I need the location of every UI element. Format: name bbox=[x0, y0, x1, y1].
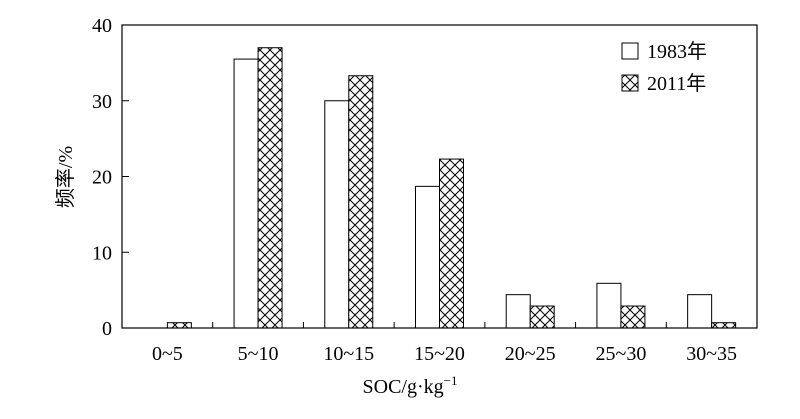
y-axis-title: 频率/% bbox=[54, 146, 77, 208]
bar-series1-3 bbox=[324, 100, 350, 329]
x-tick-label: 10~15 bbox=[323, 343, 374, 365]
x-tick-label: 5~10 bbox=[238, 343, 279, 365]
legend-label-1: 1983年 bbox=[647, 40, 707, 63]
y-tick-label: 20 bbox=[92, 167, 112, 189]
legend-label-2: 2011年 bbox=[647, 72, 706, 95]
y-tick-label: 30 bbox=[92, 91, 112, 113]
x-tick-label: 15~20 bbox=[414, 343, 465, 365]
bar-series2-6 bbox=[620, 305, 646, 329]
legend-swatch-2 bbox=[621, 74, 639, 92]
x-tick-label: 25~30 bbox=[596, 343, 647, 365]
x-axis-title-superscript: −1 bbox=[444, 373, 458, 388]
x-axis-title: SOC/g·kg−1 bbox=[363, 373, 458, 398]
axes-layer: 0 10 20 30 40 0~5 5~10 10~15 15~20 20~25 25~30 30~3… bbox=[92, 15, 758, 365]
bars-layer bbox=[166, 47, 737, 329]
bar-series1-2 bbox=[233, 58, 259, 329]
legend: 1983年 2011年 bbox=[621, 40, 707, 95]
bar-series2-1 bbox=[166, 322, 192, 329]
y-tick-label: 0 bbox=[102, 318, 112, 340]
bar-series2-4 bbox=[439, 158, 464, 329]
bar-series2-2 bbox=[257, 47, 283, 329]
bar-series2-7 bbox=[711, 322, 737, 329]
bar-series2-3 bbox=[348, 75, 374, 329]
y-tick-label: 40 bbox=[92, 15, 112, 37]
x-tick-label: 0~5 bbox=[152, 343, 183, 365]
bar-series2-5 bbox=[529, 305, 555, 329]
bar-series1-4 bbox=[415, 185, 440, 329]
bar-series1-5 bbox=[505, 294, 531, 329]
x-axis-title-text: SOC/g·kg bbox=[363, 376, 444, 398]
y-tick-label: 10 bbox=[92, 242, 112, 264]
legend-swatch-1 bbox=[621, 42, 639, 60]
bar-series1-7 bbox=[687, 294, 713, 329]
x-tick-label: 30~35 bbox=[686, 343, 737, 365]
x-tick-label: 20~25 bbox=[505, 343, 556, 365]
bar-series1-6 bbox=[596, 282, 622, 329]
